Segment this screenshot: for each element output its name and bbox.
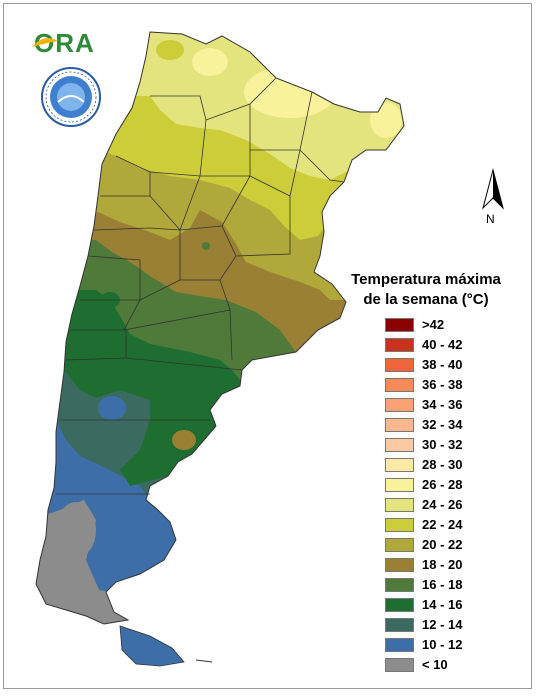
legend-label: 28 - 30 — [422, 457, 463, 472]
legend-item: < 10 — [385, 657, 535, 672]
legend-item: 14 - 16 — [385, 597, 535, 612]
legend-label: 16 - 18 — [422, 577, 463, 592]
legend-swatch — [385, 478, 414, 492]
legend-item: 20 - 22 — [385, 537, 535, 552]
legend-item: 32 - 34 — [385, 417, 535, 432]
legend-item: 18 - 20 — [385, 557, 535, 572]
legend-swatch — [385, 578, 414, 592]
legend-title-line2: de la semana (°C) — [363, 291, 489, 308]
legend-item: 24 - 26 — [385, 497, 535, 512]
ora-logo: ORA — [32, 28, 95, 59]
legend-item: 38 - 40 — [385, 357, 535, 372]
legend-swatch — [385, 618, 414, 632]
legend-swatch — [385, 598, 414, 612]
legend-label: < 10 — [422, 657, 448, 672]
legend-swatch — [385, 358, 414, 372]
legend-label: 26 - 28 — [422, 477, 463, 492]
legend-label: 32 - 34 — [422, 417, 463, 432]
north-label: N — [486, 212, 495, 226]
legend-label: 20 - 22 — [422, 537, 463, 552]
legend-swatch — [385, 418, 414, 432]
north-arrow-icon — [482, 168, 504, 210]
legend-item: >42 — [385, 317, 535, 332]
weather-service-seal-icon — [41, 67, 101, 127]
legend-swatch — [385, 338, 414, 352]
legend-item: 40 - 42 — [385, 337, 535, 352]
legend-swatch — [385, 458, 414, 472]
legend-item: 26 - 28 — [385, 477, 535, 492]
legend-item: 34 - 36 — [385, 397, 535, 412]
legend-item: 10 - 12 — [385, 637, 535, 652]
legend-label: 30 - 32 — [422, 437, 463, 452]
legend-item: 28 - 30 — [385, 457, 535, 472]
legend-label: 24 - 26 — [422, 497, 463, 512]
legend-swatch — [385, 518, 414, 532]
legend-item: 30 - 32 — [385, 437, 535, 452]
legend-label: 14 - 16 — [422, 597, 463, 612]
legend-label: 40 - 42 — [422, 337, 463, 352]
legend-swatch — [385, 538, 414, 552]
legend-swatch — [385, 498, 414, 512]
legend-label: 38 - 40 — [422, 357, 463, 372]
legend-item: 22 - 24 — [385, 517, 535, 532]
legend-label: 34 - 36 — [422, 397, 463, 412]
legend-item: 16 - 18 — [385, 577, 535, 592]
legend-item: 12 - 14 — [385, 617, 535, 632]
legend-item: 36 - 38 — [385, 377, 535, 392]
legend-label: 22 - 24 — [422, 517, 463, 532]
legend-swatch — [385, 658, 414, 672]
legend-swatch — [385, 398, 414, 412]
legend-swatch — [385, 558, 414, 572]
legend-title-line1: Temperatura máxima — [351, 271, 501, 288]
legend-swatch — [385, 318, 414, 332]
legend-title: Temperatura máxima de la semana (°C) — [341, 270, 511, 310]
legend-label: 12 - 14 — [422, 617, 463, 632]
legend-label: 10 - 12 — [422, 637, 463, 652]
legend-swatch — [385, 378, 414, 392]
legend-label: 36 - 38 — [422, 377, 463, 392]
legend-label: 18 - 20 — [422, 557, 463, 572]
legend-swatch — [385, 438, 414, 452]
leaf-icon — [32, 38, 58, 47]
legend-swatch — [385, 638, 414, 652]
legend-label: >42 — [422, 317, 445, 332]
